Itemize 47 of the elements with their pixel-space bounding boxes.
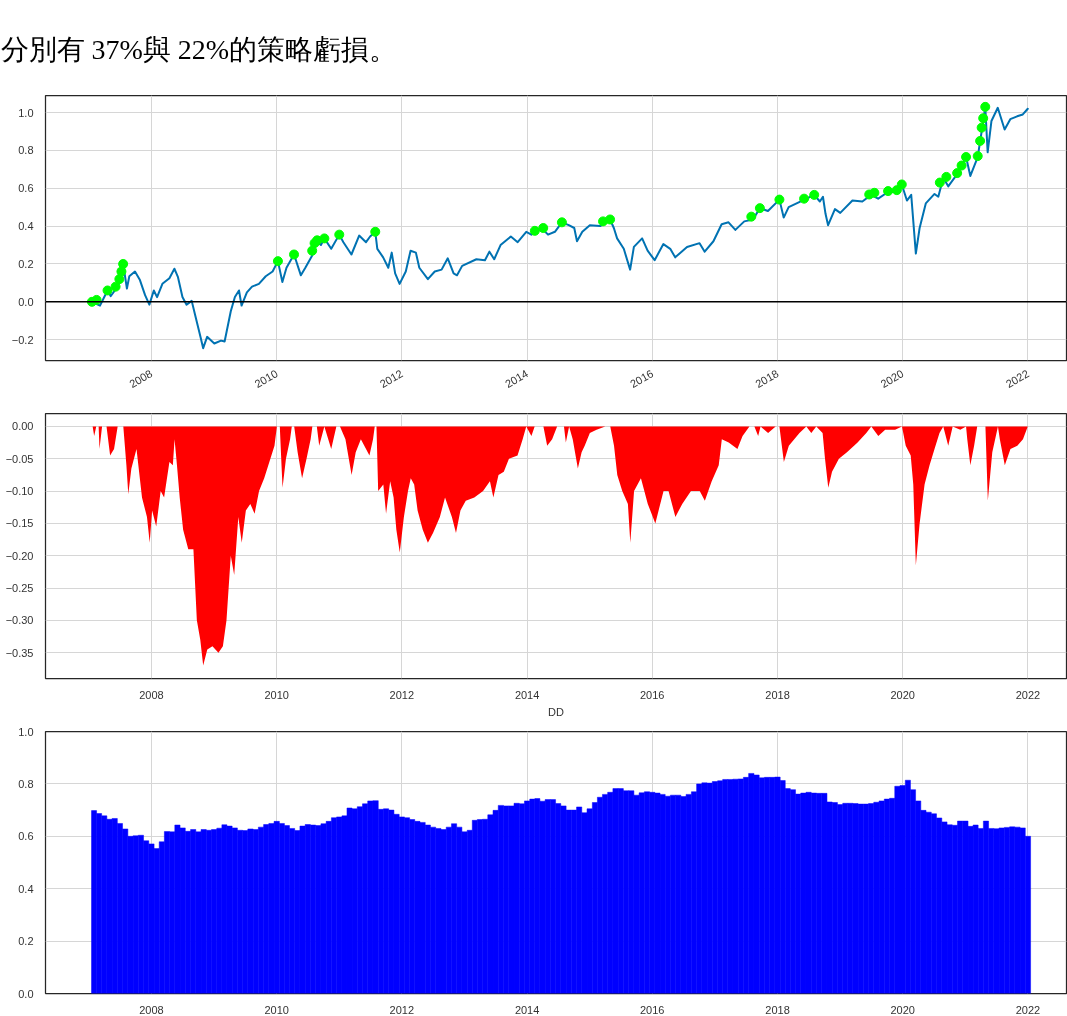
x-tick-label: 2018	[753, 367, 781, 390]
x-axis-title: DD	[548, 705, 564, 718]
y-tick-label: 0.8	[18, 777, 34, 790]
y-tick-label: −0.10	[5, 485, 34, 498]
y-tick-label: −0.05	[5, 452, 34, 465]
x-tick-label: 2018	[765, 688, 790, 701]
x-tick-label: 2020	[890, 1003, 915, 1016]
y-tick-label: 0.2	[18, 935, 34, 948]
x-tick-label: 2010	[264, 1003, 289, 1016]
x-tick-label: 2014	[514, 688, 540, 701]
y-tick-label: 0.8	[18, 144, 34, 157]
y-tick-label: −0.25	[5, 582, 34, 595]
y-tick-label: −0.30	[5, 614, 34, 627]
x-tick-label: 2010	[252, 367, 280, 390]
y-tick-label: 0.00	[12, 420, 34, 433]
x-tick-label: 2012	[377, 367, 405, 390]
y-tick-label: 0.4	[18, 220, 34, 233]
y-tick-label: 1.0	[18, 725, 34, 738]
y-tick-label: 0.0	[18, 987, 34, 1000]
y-tick-label: 0.2	[18, 257, 34, 270]
x-tick-label: 2014	[502, 367, 531, 390]
x-tick-label: 2008	[139, 688, 164, 701]
y-tick-label: 0.6	[18, 182, 34, 195]
y-tick-label: −0.2	[11, 333, 34, 346]
x-tick-label: 2020	[890, 688, 915, 701]
x-tick-label: 2014	[514, 1003, 540, 1016]
x-tick-label: 2016	[640, 688, 665, 701]
y-tick-label: −0.20	[5, 549, 34, 562]
x-tick-label: 2016	[628, 367, 656, 390]
x-tick-label: 2012	[389, 1003, 415, 1016]
x-tick-label: 2010	[264, 688, 289, 701]
x-tick-label: 2022	[1015, 1003, 1041, 1016]
y-tick-label: 0.4	[18, 882, 34, 895]
chart-title: 分別有 37%與 22%的策略虧損。	[0, 33, 398, 65]
x-tick-label: 2018	[765, 1003, 790, 1016]
x-tick-label: 2022	[1015, 688, 1041, 701]
x-tick-label: 2022	[1003, 367, 1031, 390]
x-tick-label: 2016	[640, 1003, 665, 1016]
x-tick-label: 2012	[389, 688, 415, 701]
y-tick-label: 1.0	[18, 106, 34, 119]
x-tick-label: 2020	[878, 367, 906, 390]
y-tick-label: 0.6	[18, 830, 34, 843]
x-tick-label: 2008	[139, 1003, 164, 1016]
y-tick-label: −0.15	[5, 517, 34, 530]
y-tick-label: 0.0	[18, 295, 34, 308]
x-tick-label: 2008	[127, 367, 155, 390]
y-tick-label: −0.35	[5, 646, 34, 659]
